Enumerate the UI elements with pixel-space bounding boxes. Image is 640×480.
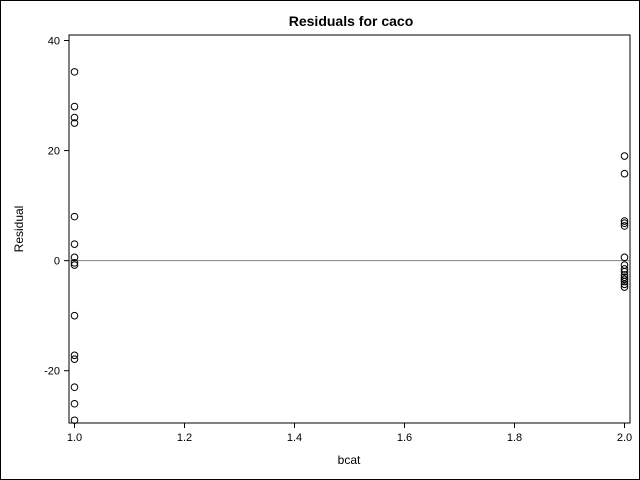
data-point xyxy=(70,240,79,248)
data-point xyxy=(70,261,79,269)
y-tick-label: 40 xyxy=(48,36,60,48)
y-tick-label: -20 xyxy=(44,366,60,378)
data-point xyxy=(620,253,629,262)
x-tick-label: 2.0 xyxy=(617,432,632,444)
data-point xyxy=(70,311,79,320)
x-tick-label: 1.6 xyxy=(397,432,412,444)
y-axis-label: Residual xyxy=(12,206,26,253)
data-point xyxy=(620,275,629,284)
data-point xyxy=(70,416,79,425)
data-point xyxy=(620,277,629,286)
data-point xyxy=(620,273,629,281)
data-points xyxy=(70,68,629,425)
data-point xyxy=(70,113,79,122)
data-point xyxy=(620,265,629,273)
data-point xyxy=(70,102,79,111)
x-tick-label: 1.8 xyxy=(507,432,522,444)
data-point xyxy=(620,222,629,230)
data-point xyxy=(70,212,79,221)
x-tick-label: 1.4 xyxy=(287,432,302,444)
data-point xyxy=(70,399,79,408)
y-axis: -20 0 20 40 xyxy=(44,36,69,378)
data-point xyxy=(620,217,629,225)
data-point xyxy=(70,253,79,262)
data-point xyxy=(620,283,629,291)
data-point xyxy=(620,219,629,228)
data-point xyxy=(620,280,629,289)
x-axis-label: bcat xyxy=(338,453,361,467)
data-point xyxy=(70,259,79,267)
data-point xyxy=(620,152,629,160)
plot-area xyxy=(68,34,631,424)
x-tick-label: 1.0 xyxy=(67,432,82,444)
data-point xyxy=(70,355,79,363)
data-point xyxy=(620,261,629,269)
data-point xyxy=(70,68,79,76)
y-tick-label: 0 xyxy=(54,256,60,268)
x-tick-label: 1.2 xyxy=(177,432,192,444)
data-point xyxy=(620,169,629,178)
data-point xyxy=(70,383,79,392)
y-tick-label: 20 xyxy=(48,146,60,158)
data-point xyxy=(70,119,79,127)
chart-title: Residuals for caco xyxy=(289,13,414,29)
x-axis: 1.0 1.2 1.4 1.6 1.8 2.0 xyxy=(67,423,632,444)
data-point xyxy=(70,351,79,360)
data-point xyxy=(620,267,629,276)
